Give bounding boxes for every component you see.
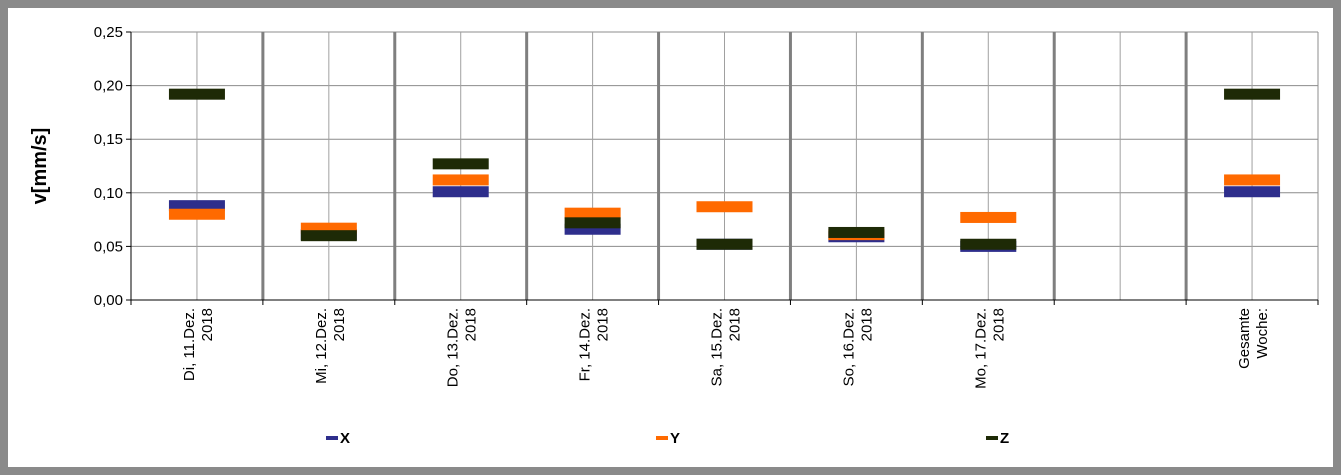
- category-label-line: 2018: [595, 308, 612, 341]
- legend-swatch-y: [656, 436, 668, 440]
- category-label-line: 2018: [727, 308, 744, 341]
- marker-y: [432, 174, 489, 186]
- category-label-line: 2018: [463, 308, 480, 341]
- y-tick-label: 0,15: [94, 131, 123, 148]
- y-axis-label: v[mm/s]: [29, 128, 51, 205]
- category-label-line: Mo, 17.Dez.: [972, 308, 989, 389]
- category-label-line: 2018: [990, 308, 1007, 341]
- y-tick-label: 0,25: [94, 24, 123, 41]
- category-label-line: So, 16.Dez.: [840, 308, 857, 386]
- marker-z: [432, 158, 489, 170]
- y-tick-label: 0,20: [94, 78, 123, 95]
- legend-swatch-x: [326, 436, 338, 440]
- marker-y: [168, 208, 225, 220]
- category-label-line: Sa, 15.Dez.: [709, 308, 726, 386]
- legend-label-z: Z: [1000, 430, 1009, 447]
- marker-z: [828, 226, 885, 238]
- axes: [126, 31, 1319, 305]
- marker-y: [300, 222, 357, 234]
- marker-y: [696, 201, 753, 213]
- y-tick-label: 0,10: [94, 185, 123, 202]
- category-label: Di, 11.Dez.2018: [181, 308, 216, 381]
- legend-label-x: X: [340, 430, 350, 447]
- marker-z: [564, 217, 621, 229]
- marker-y: [564, 207, 621, 219]
- marker-y: [1224, 174, 1281, 186]
- grid: [131, 31, 1319, 300]
- y-tick-label: 0,00: [94, 292, 123, 309]
- legend-swatch-z: [986, 436, 998, 440]
- marker-z: [960, 238, 1017, 250]
- y-tick-labels: 0,00 0,05 0,10 0,15 0,20 0,25: [94, 24, 123, 309]
- category-label-line: 2018: [331, 308, 348, 341]
- marker-x: [1224, 186, 1281, 198]
- marker-z: [300, 230, 357, 242]
- marker-x: [168, 200, 225, 212]
- category-label-line: Woche:: [1254, 308, 1271, 359]
- category-label-line: 2018: [858, 308, 875, 341]
- category-label-line: Fr, 14.Dez.: [577, 308, 594, 381]
- category-label: GesamteWoche:: [1236, 308, 1271, 369]
- marker-x: [564, 223, 621, 235]
- category-label: Sa, 15.Dez.2018: [709, 308, 744, 386]
- marker-y: [960, 211, 1017, 223]
- marker-z: [168, 88, 225, 100]
- category-label-line: 2018: [199, 308, 216, 341]
- category-label-line: Do, 13.Dez.: [445, 308, 462, 387]
- category-label: Fr, 14.Dez.2018: [577, 308, 612, 381]
- category-dividers: [261, 32, 1188, 300]
- category-label-line: Mi, 12.Dez.: [313, 308, 330, 384]
- category-label: Mo, 17.Dez.2018: [972, 308, 1007, 389]
- marker-z: [696, 238, 753, 250]
- marker-z: [1224, 88, 1281, 100]
- category-label-line: Gesamte: [1236, 308, 1253, 369]
- category-label: Do, 13.Dez.2018: [445, 308, 480, 387]
- marker-x: [432, 186, 489, 198]
- category-label: So, 16.Dez.2018: [840, 308, 875, 386]
- legend: X Y Z: [326, 430, 1009, 447]
- category-label-line: Di, 11.Dez.: [181, 308, 198, 381]
- x-category-labels: Di, 11.Dez.2018 Mi, 12.Dez.2018 Do, 13.Dez…: [181, 308, 1271, 389]
- series-marks: [168, 88, 1281, 252]
- legend-label-y: Y: [670, 430, 680, 447]
- y-tick-label: 0,05: [94, 238, 123, 255]
- category-label: Mi, 12.Dez.2018: [313, 308, 348, 384]
